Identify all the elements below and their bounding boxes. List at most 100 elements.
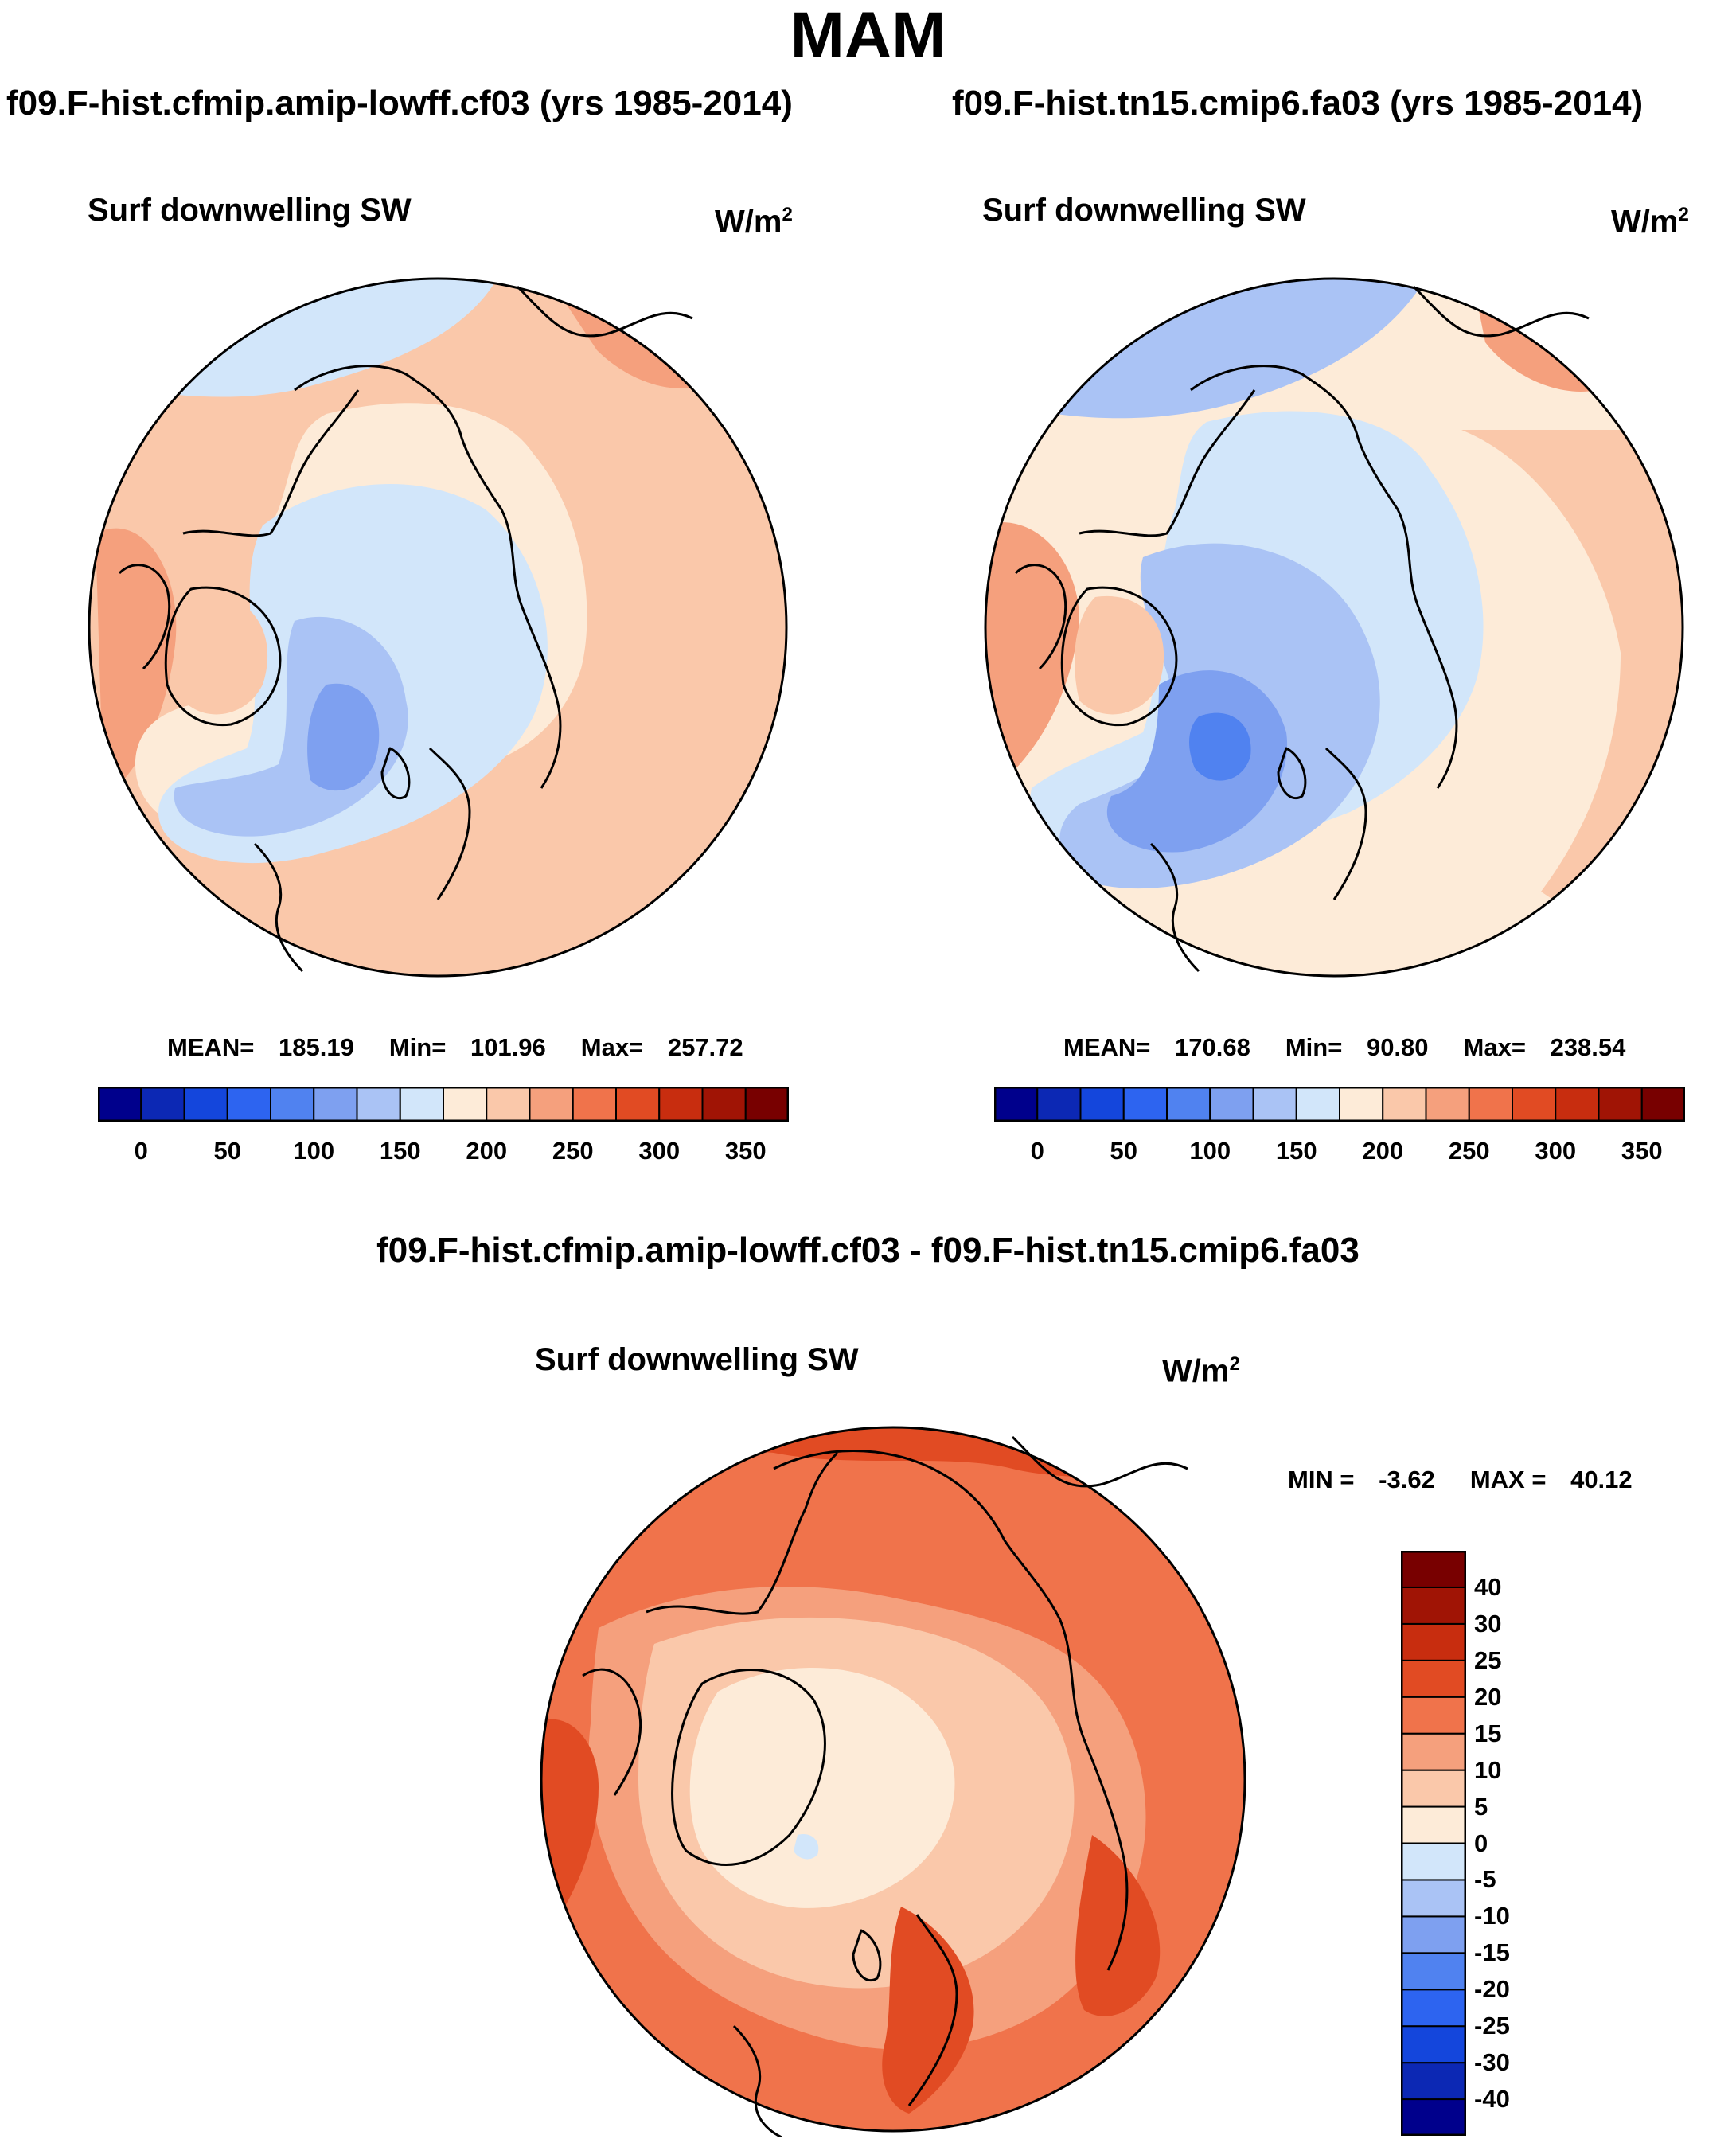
colorbar-swatch	[1401, 1659, 1466, 1698]
panel-2-coastlines	[1014, 285, 1590, 973]
colorbar-tick-label: -20	[1474, 1975, 1510, 2004]
svalbard-coast	[852, 1929, 882, 1981]
greenland-coast	[164, 586, 282, 727]
colorbar-tick-label: -30	[1474, 2048, 1510, 2077]
colorbar-tick-label: 350	[724, 1137, 767, 1165]
colorbar-swatch	[1401, 1805, 1466, 1844]
colorbar-swatch	[1401, 1952, 1466, 1991]
canada-coast-b	[1079, 389, 1256, 537]
panel-2-case-title: f09.F-hist.tn15.cmip6.fa03 (yrs 1985-201…	[952, 84, 1644, 123]
colorbar-swatch	[1401, 1879, 1466, 1918]
colorbar-swatch	[1382, 1087, 1427, 1122]
colorbar-swatch	[1598, 1087, 1643, 1122]
diff-max: MAX = 40.12	[1469, 1466, 1633, 1493]
season-title: MAM	[790, 0, 946, 72]
diff-min: MIN = -3.62	[1288, 1466, 1435, 1493]
eurasia-coast	[1059, 1619, 1129, 1971]
panel-1-map	[88, 277, 788, 978]
panel-1-variable-title: Surf downwelling SW	[88, 193, 412, 228]
colorbar-swatch	[183, 1087, 228, 1122]
colorbar-swatch	[1512, 1087, 1557, 1122]
panel-2-min: Min= 90.80	[1285, 1033, 1429, 1061]
colorbar-tick-label: 200	[466, 1137, 508, 1165]
colorbar-swatch	[529, 1087, 574, 1122]
colorbar-tick-label: 10	[1474, 1755, 1502, 1784]
colorbar-tick-label: 350	[1621, 1137, 1663, 1165]
colorbar-tick-label: 0	[134, 1137, 148, 1165]
panel-1-map-border	[88, 277, 788, 978]
colorbar-tick-label: 0	[1030, 1137, 1044, 1165]
colorbar-swatch	[1209, 1087, 1254, 1122]
panel-1-max: Max= 257.72	[580, 1033, 743, 1061]
colorbar-tick-label: -10	[1474, 1902, 1510, 1930]
colorbar-tick-label: 150	[1275, 1137, 1317, 1165]
colorbar-swatch	[1401, 2025, 1466, 2064]
diff-min-max: MIN = -3.62 MAX = 40.12	[1288, 1465, 1650, 1495]
colorbar-swatch	[1401, 1696, 1466, 1735]
colorbar-swatch	[1401, 2062, 1466, 2101]
field-asia-warm	[96, 528, 177, 796]
colorbar-swatch	[1401, 1586, 1466, 1625]
colorbar-swatch	[443, 1087, 488, 1122]
colorbar-swatch	[1401, 1842, 1466, 1881]
diff-units: W/m2	[1162, 1353, 1240, 1389]
panel-1-stats: MEAN= 185.19 Min= 101.96 Max= 257.72	[167, 1032, 778, 1063]
colorbar-swatch	[356, 1087, 401, 1122]
colorbar-swatch	[1339, 1087, 1384, 1122]
colorbar-tick-label: 50	[1110, 1137, 1137, 1165]
panel-2-map	[984, 277, 1684, 978]
colorbar-swatch	[140, 1087, 185, 1122]
iceland-uk-coast	[253, 842, 304, 973]
colorbar-swatch	[658, 1087, 704, 1122]
colorbar-swatch	[1468, 1087, 1513, 1122]
diff-field	[541, 1427, 1245, 2131]
colorbar-border	[994, 1087, 1685, 1122]
colorbar-swatch	[1425, 1087, 1470, 1122]
colorbar-swatch	[615, 1087, 661, 1122]
colorbar-tick-label: 250	[1448, 1137, 1490, 1165]
canada-coast-b	[646, 1451, 839, 1615]
colorbar-swatch	[1079, 1087, 1125, 1122]
diff-colorbar-ticks: 40 30 25 20 15 10 5 0 -5 -10 -15 -20 -25 -30 -40	[1474, 1551, 1570, 2136]
iceland-uk-coast	[732, 2024, 782, 2137]
colorbar-swatch	[701, 1087, 747, 1122]
colorbar-swatch	[994, 1087, 1039, 1122]
diff-variable-title: Surf downwelling SW	[535, 1342, 859, 1377]
colorbar-swatch	[1555, 1087, 1600, 1122]
field-asia-warm	[985, 522, 1079, 796]
diff-coastlines	[582, 1435, 1188, 2137]
panel-1-field	[89, 279, 786, 976]
colorbar-swatch	[1640, 1087, 1685, 1122]
panel-2-variable-title: Surf downwelling SW	[982, 193, 1306, 228]
alaska-coast	[516, 285, 693, 338]
alaska-coast	[1011, 1435, 1188, 1488]
colorbar-swatch	[1036, 1087, 1082, 1122]
diff-map	[540, 1426, 1246, 2137]
panel-1-colorbar-ticks: 0 50 100 150 200 250 300 350	[98, 1137, 789, 1169]
panel-2-max: Max= 238.54	[1463, 1033, 1626, 1061]
colorbar-swatch	[1401, 1915, 1466, 1954]
panel-2-stats: MEAN= 170.68 Min= 90.80 Max= 238.54	[1063, 1032, 1660, 1063]
colorbar-tick-label: 200	[1362, 1137, 1404, 1165]
colorbar-tick-label: 20	[1474, 1682, 1502, 1711]
colorbar-swatch	[1166, 1087, 1211, 1122]
colorbar-tick-label: 30	[1474, 1609, 1502, 1638]
eurasia-coast	[1396, 509, 1458, 789]
alaska-coast	[1412, 285, 1590, 338]
colorbar-swatch	[1401, 1989, 1466, 2028]
colorbar-tick-label: 300	[638, 1137, 681, 1165]
eurasia-coast	[500, 509, 562, 789]
canada-coast-b	[182, 389, 360, 537]
panel-2-units: W/m2	[1611, 204, 1689, 240]
colorbar-tick-label: 100	[293, 1137, 335, 1165]
svalbard-coast	[1277, 747, 1307, 799]
scandinavia-coast	[907, 1914, 958, 2106]
colorbar-tick-label: 15	[1474, 1719, 1502, 1747]
colorbar-tick-label: -40	[1474, 2085, 1510, 2114]
colorbar-tick-label: -25	[1474, 2012, 1510, 2040]
scandinavia-coast	[1324, 747, 1367, 900]
siberia-coast	[773, 1450, 1062, 1621]
canada-coast-a	[582, 1668, 642, 1796]
colorbar-swatch	[744, 1087, 789, 1122]
field-arctic-core	[689, 1668, 955, 1908]
